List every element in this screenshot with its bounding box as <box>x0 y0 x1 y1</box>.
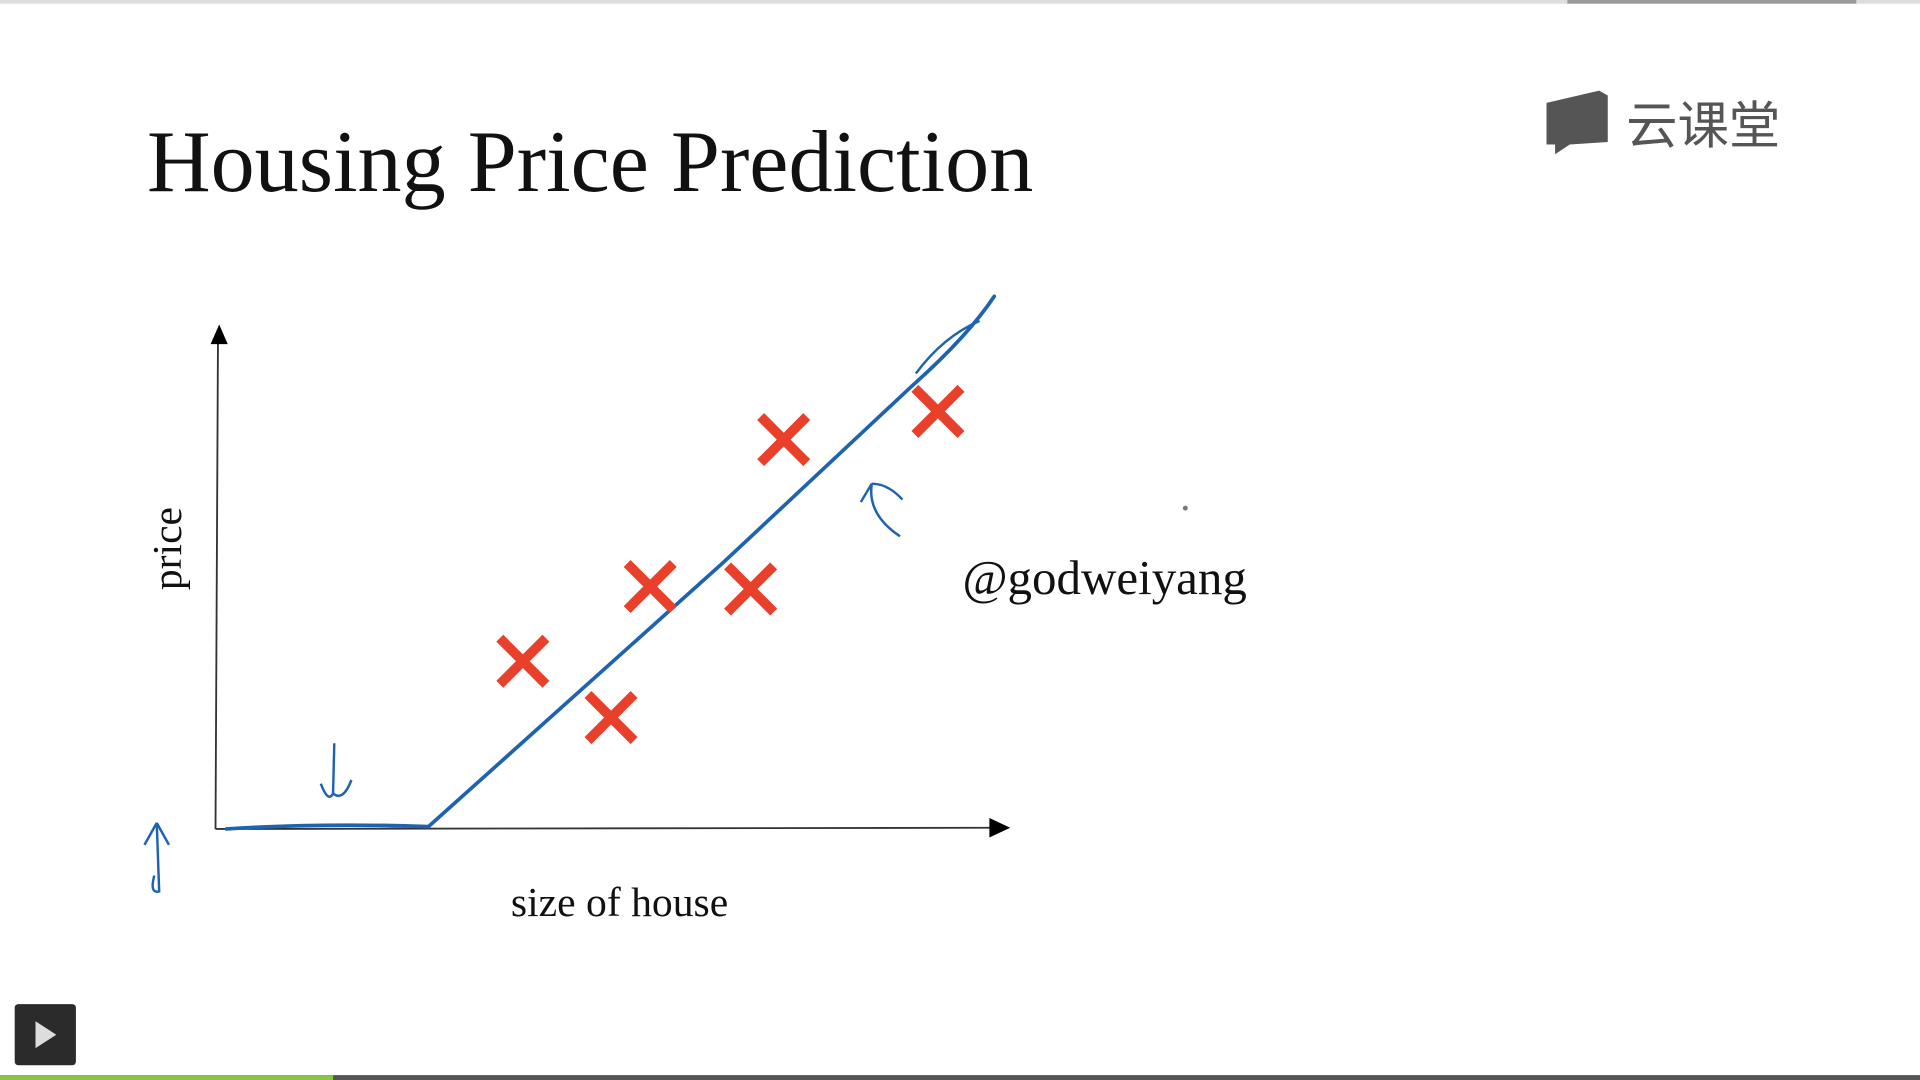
cross <box>757 413 811 467</box>
watermark: @godweiyang <box>962 550 1246 605</box>
y-axis-arrow <box>210 324 228 345</box>
cross <box>496 634 550 688</box>
data-points <box>496 384 965 745</box>
cross <box>724 562 778 616</box>
x-axis-arrow <box>989 817 1011 838</box>
slide-title: Housing Price Prediction <box>147 113 1033 211</box>
y-axis <box>214 342 219 829</box>
pen-scribble <box>914 319 981 375</box>
logo-text: 云课堂 <box>1626 96 1780 156</box>
progress-fill <box>0 1075 334 1080</box>
cross <box>584 691 638 745</box>
play-icon <box>35 1021 57 1049</box>
cross <box>623 560 677 614</box>
top-border <box>0 0 1920 4</box>
plot: price size of house <box>143 294 1011 926</box>
fit-line <box>224 294 997 831</box>
progress-track[interactable] <box>0 1075 1920 1080</box>
x-axis-label: size of house <box>511 880 728 926</box>
y-axis-label: price <box>145 507 191 590</box>
top-tab <box>1567 0 1857 4</box>
curved-arrow <box>859 482 904 538</box>
logo: 云课堂 <box>1546 90 1780 156</box>
x-axis <box>215 826 992 830</box>
cross <box>911 384 965 438</box>
logo-icon <box>1546 90 1608 155</box>
up-arrow <box>143 822 171 893</box>
down-arrow <box>319 743 353 798</box>
dot <box>1182 505 1188 511</box>
